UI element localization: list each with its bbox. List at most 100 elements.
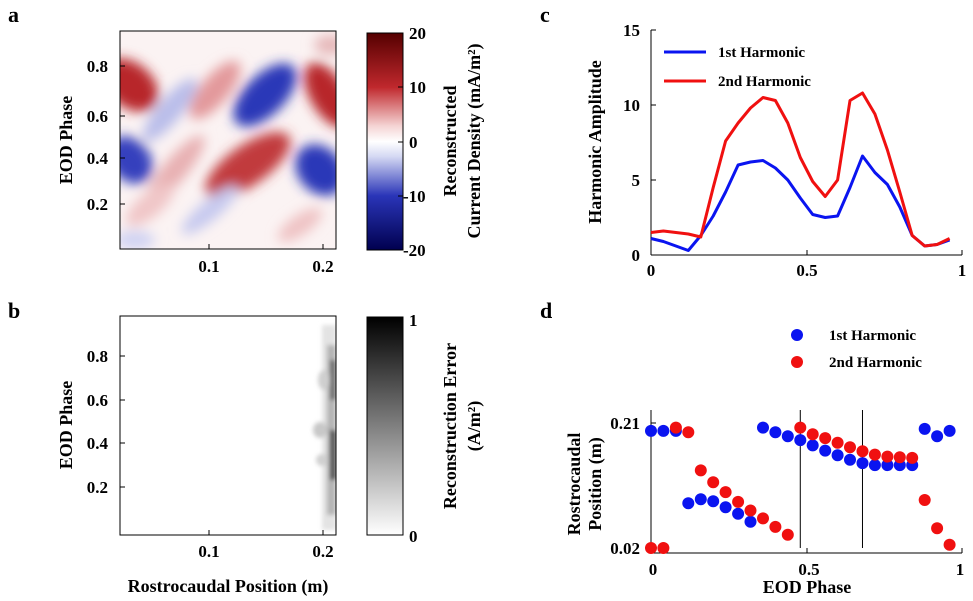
panel-letter-d: d: [540, 298, 552, 323]
point-1st-harmonic-8: [744, 515, 757, 528]
axis-a-ytick-0.4: 0.4: [87, 149, 109, 168]
axis-c-ytick-0: 0: [632, 246, 641, 265]
colorbar-b-gradient: [366, 316, 404, 536]
point-1st-harmonic-4: [694, 493, 707, 506]
point-2nd-harmonic-3: [682, 426, 695, 439]
legend-d: 1st Harmonic 2nd Harmonic: [791, 328, 922, 371]
point-1st-harmonic-7: [732, 507, 745, 520]
axis-d-xtick-0.5: 0.5: [798, 560, 819, 579]
point-2nd-harmonic-2: [669, 421, 682, 434]
colorbar-a-tick-20: 20: [409, 24, 426, 43]
point-1st-harmonic-22: [918, 422, 931, 435]
axis-d-ytick-0.02: 0.02: [610, 539, 640, 558]
heatmap-b-background: [120, 316, 336, 535]
axis-b-x-ticks: 0.1 0.2: [198, 530, 334, 561]
axis-c-x-ticks: 0 0.5 1: [647, 250, 966, 280]
point-1st-harmonic-10: [769, 426, 782, 439]
point-2nd-harmonic-7: [732, 495, 745, 508]
axis-d-xlabel: EOD Phase: [763, 577, 852, 597]
point-2nd-harmonic-10: [769, 520, 782, 533]
colorbar-a-tick-10: 10: [409, 78, 426, 97]
colorbar-a: 20 10 0 -10 -20 Reconstructed Current De…: [366, 24, 485, 260]
heatmap-b: [119, 315, 337, 536]
axis-b-xtick-0.2: 0.2: [312, 542, 333, 561]
panel-letter-c: c: [540, 2, 550, 27]
point-1st-harmonic-5: [707, 495, 720, 508]
point-2nd-harmonic-24: [943, 538, 956, 551]
axis-c-xtick-0.5: 0.5: [796, 261, 817, 280]
plot-c-series: [650, 91, 951, 252]
colorbar-a-label-line2: Current Density (mA/m²): [464, 43, 485, 238]
axis-d-x-ticks: 0 0.5 1: [649, 548, 965, 579]
axis-a-ytick-0.2: 0.2: [87, 195, 108, 214]
axis-b-ytick-0.6: 0.6: [87, 391, 108, 410]
point-2nd-harmonic-13: [806, 428, 819, 441]
axes-d: 0.21 0.02 0 0.5 1 Rostrocaudal Position …: [564, 328, 964, 597]
point-2nd-harmonic-9: [757, 512, 769, 525]
panel-letter-b: b: [8, 298, 20, 323]
point-1st-harmonic-12: [794, 434, 807, 447]
point-1st-harmonic-17: [856, 457, 869, 470]
point-2nd-harmonic-15: [831, 436, 844, 449]
point-1st-harmonic-19: [881, 459, 894, 472]
colorbar-b-tick-1: 1: [409, 311, 418, 330]
point-2nd-harmonic-17: [856, 445, 869, 458]
heatmap-a-field: [120, 35, 336, 249]
series-line-2nd-harmonic: [650, 91, 951, 248]
colorbar-a-tick-0: 0: [409, 133, 418, 152]
colorbar-a-tick-minus10: -10: [403, 187, 426, 206]
point-2nd-harmonic-1: [657, 542, 670, 554]
point-2nd-harmonic-6: [719, 486, 732, 499]
heatmap-b-field: [313, 325, 336, 530]
point-2nd-harmonic-22: [918, 494, 931, 506]
point-1st-harmonic-23: [931, 430, 944, 443]
axis-b-ytick-0.2: 0.2: [87, 478, 108, 497]
axis-b-ytick-0.8: 0.8: [87, 347, 108, 366]
point-1st-harmonic-9: [757, 421, 769, 434]
colorbar-b: 1 0 Reconstruction Error (A/m²): [366, 311, 485, 546]
point-1st-harmonic-0: [645, 424, 657, 437]
point-1st-harmonic-16: [844, 453, 856, 466]
colorbar-b-tick-0: 0: [409, 527, 418, 546]
heatmap-a: [119, 30, 337, 250]
heatmap-a-frame: [119, 30, 337, 250]
colorbar-a-label-line1: Reconstructed: [440, 86, 460, 197]
heatmap-b-frame: [119, 315, 337, 536]
point-1st-harmonic-6: [719, 501, 732, 514]
axis-a-xtick-0.2: 0.2: [312, 257, 333, 276]
axis-c-ytick-5: 5: [632, 171, 641, 190]
point-1st-harmonic-14: [819, 444, 832, 457]
axis-d-xtick-0: 0: [649, 560, 658, 579]
point-2nd-harmonic-8: [744, 504, 757, 517]
point-1st-harmonic-18: [868, 459, 881, 472]
point-2nd-harmonic-11: [781, 528, 794, 541]
axis-b-ytick-0.4: 0.4: [87, 434, 109, 453]
colorbar-b-label-line2: (A/m²): [464, 401, 485, 451]
point-2nd-harmonic-21: [906, 451, 919, 464]
point-1st-harmonic-15: [831, 449, 844, 462]
point-2nd-harmonic-5: [707, 476, 720, 489]
axis-d-ylabel-line2: Position (m): [585, 437, 606, 531]
axis-a-ytick-0.8: 0.8: [87, 57, 108, 76]
axis-c-ytick-15: 15: [623, 21, 640, 40]
axis-a-x-ticks: 0.1 0.2: [198, 244, 334, 276]
axis-d-y-ticks: 0.21 0.02: [610, 414, 656, 558]
point-2nd-harmonic-12: [794, 421, 807, 434]
axis-c-xtick-0: 0: [647, 261, 656, 280]
point-1st-harmonic-11: [781, 430, 794, 443]
axis-b-xlabel: Rostrocaudal Position (m): [128, 576, 329, 597]
point-2nd-harmonic-0: [645, 542, 657, 554]
axis-a-ytick-0.6: 0.6: [87, 107, 108, 126]
axis-a-ylabel: EOD Phase: [56, 96, 76, 185]
legend-d-marker-1st: [791, 329, 803, 341]
point-1st-harmonic-13: [806, 439, 819, 452]
axes-c: 15 10 5 0 0 0.5 1 Harmonic Amplitude 1st…: [585, 21, 966, 280]
point-1st-harmonic-24: [943, 424, 956, 437]
legend-d-label-2nd: 2nd Harmonic: [829, 355, 922, 371]
point-1st-harmonic-3: [682, 497, 695, 510]
panel-letter-a: a: [8, 2, 19, 27]
point-2nd-harmonic-4: [694, 464, 707, 477]
legend-d-marker-2nd: [791, 356, 803, 368]
axis-d-xtick-1: 1: [956, 560, 965, 579]
plot-d-series: [645, 410, 956, 554]
